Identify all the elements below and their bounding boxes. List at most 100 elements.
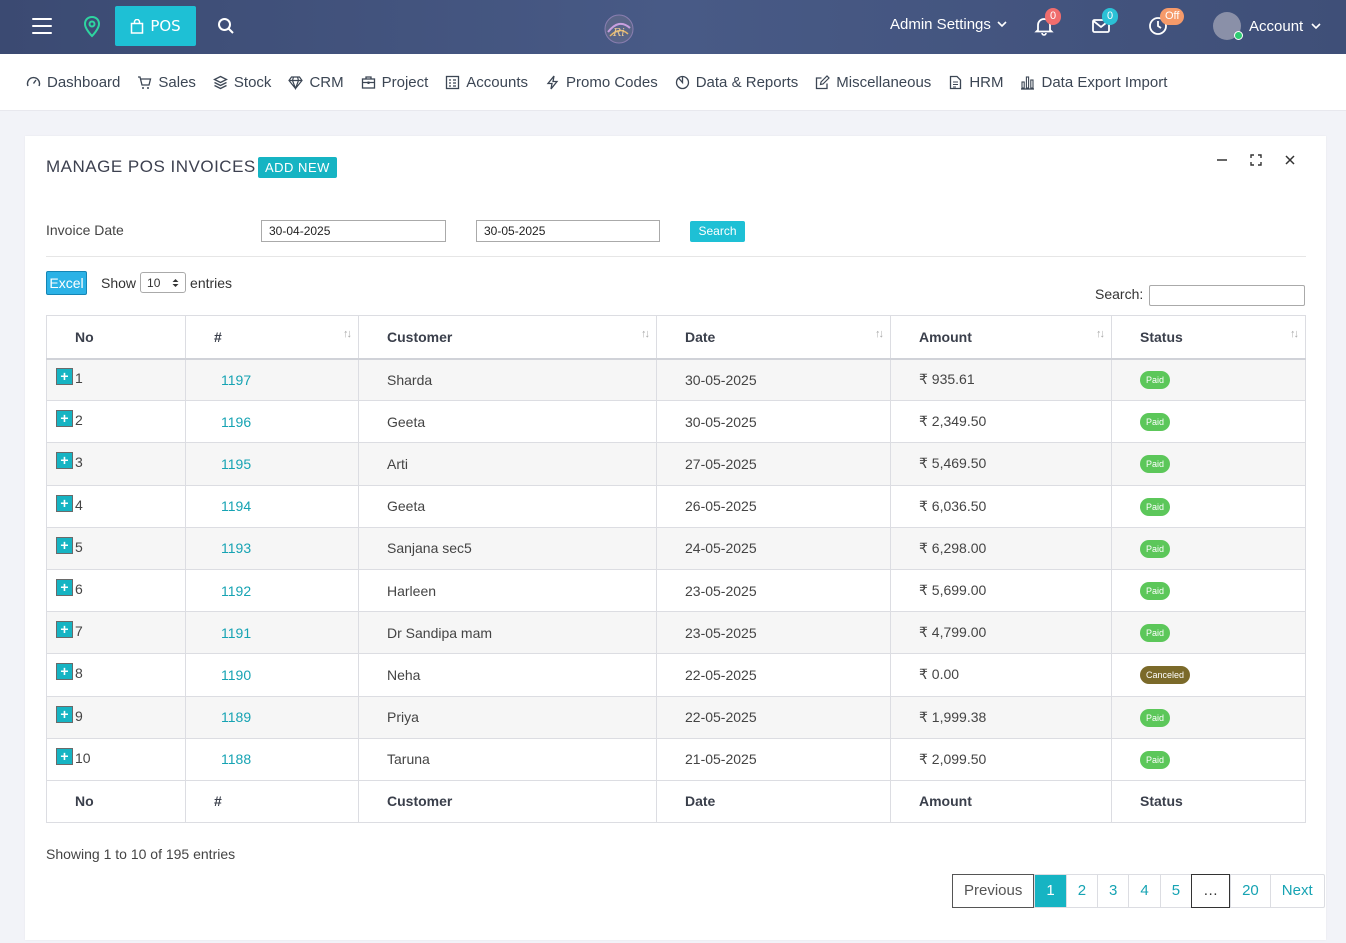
date-from-input[interactable]: 30-04-2025 [261,220,446,242]
invoice-link[interactable]: 1188 [221,751,252,768]
menu-item-accounts[interactable]: Accounts [445,74,528,91]
expand-row-icon[interactable]: + [56,663,73,681]
invoice-cell: 1191 [185,611,359,655]
entries-select[interactable]: 10 [140,272,187,293]
admin-settings-menu[interactable]: Admin Settings [890,16,1007,33]
amount-cell: ₹ 2,099.50 [890,737,1112,781]
document-icon [950,75,962,89]
sort-icon: ↑↓ [1096,328,1105,340]
page-button-4[interactable]: 4 [1128,875,1159,907]
customer-cell: Priya [358,695,657,739]
menu-item-dashboard[interactable]: Dashboard [26,74,120,91]
expand-row-icon[interactable]: + [56,621,73,639]
menu-item-data-reports[interactable]: Data & Reports [675,73,799,91]
column-header-label: Customer [387,328,453,345]
amount-cell: ₹ 6,298.00 [890,526,1112,570]
table-row: +3 1195 Arti 27-05-2025 ₹ 5,469.50 Paid [46,442,1306,486]
clock-icon[interactable] [1148,16,1168,36]
date-cell: 23-05-2025 [656,568,891,613]
menu-item-hrm[interactable]: HRM [948,74,1003,91]
fullscreen-icon[interactable] [1250,153,1262,167]
table-body: +1 1197 Sharda 30-05-2025 ₹ 935.61 Paid … [46,357,1306,781]
invoice-link[interactable]: 1195 [221,455,252,472]
status-badge: Paid [1140,582,1171,601]
date-search-button[interactable]: Search [690,221,745,242]
excel-export-button[interactable]: Excel [46,271,87,295]
column-header-amount[interactable]: Amount ↑↓ [890,315,1112,360]
expand-row-icon[interactable]: + [56,705,73,723]
menu-item-data-export-import[interactable]: Data Export Import [1020,74,1167,91]
invoice-link[interactable]: 1189 [221,709,252,726]
menu-item-promo-codes[interactable]: Promo Codes [545,74,658,91]
bolt-icon [546,75,559,89]
menu-item-crm[interactable]: CRM [288,74,344,91]
row-number: 7 [75,623,83,640]
column-header-customer[interactable]: Customer ↑↓ [358,315,657,360]
page-button-2[interactable]: 2 [1065,875,1097,907]
next-page-button[interactable]: Next [1269,875,1324,907]
invoice-link[interactable]: 1193 [221,540,252,557]
invoice-link[interactable]: 1194 [221,498,252,515]
row-number: 6 [75,581,83,598]
invoice-link[interactable]: 1196 [221,413,252,430]
expand-row-icon[interactable]: + [56,579,73,597]
expand-row-icon[interactable]: + [56,494,73,512]
menu-item-stock[interactable]: Stock [212,74,271,91]
admin-settings-label: Admin Settings [890,16,991,33]
expand-row-icon[interactable]: + [56,536,73,554]
show-entries-control: Show 10 entries [101,272,232,293]
row-number-cell: +10 [46,737,186,781]
add-new-button[interactable]: ADD NEW [258,157,337,178]
cart-icon [138,75,152,89]
status-badge: Paid [1140,708,1171,727]
date-cell: 22-05-2025 [656,653,891,697]
expand-row-icon[interactable]: + [56,452,73,470]
invoice-link[interactable]: 1190 [221,666,252,683]
minimize-icon[interactable] [1216,153,1228,167]
table-search-input[interactable] [1149,285,1305,306]
pos-button[interactable]: POS [115,6,196,46]
previous-page-button[interactable]: Previous [952,874,1035,908]
table-search-label: Search: [1095,286,1144,302]
page-button-3[interactable]: 3 [1097,875,1128,907]
show-label: Show [101,274,137,291]
close-icon[interactable] [1284,153,1296,167]
page-button-1[interactable]: 1 [1034,875,1066,907]
menu-item-miscellaneous[interactable]: Miscellaneous [815,74,931,91]
page-button-last[interactable]: 20 [1230,875,1270,907]
hamburger-icon[interactable] [32,18,52,34]
account-menu[interactable]: Account [1213,12,1321,40]
menu-item-sales[interactable]: Sales [137,74,196,91]
footer-header-customer: Customer [358,779,657,823]
invoice-link[interactable]: 1197 [221,371,252,388]
column-header-no[interactable]: No [46,315,186,360]
invoice-link[interactable]: 1191 [221,624,252,641]
entries-label: entries [190,274,233,291]
menu-label: Data & Reports [695,73,799,91]
status-badge: Paid [1140,413,1171,432]
status-cell: Paid [1111,526,1306,570]
amount-cell: ₹ 935.61 [890,357,1112,402]
search-icon[interactable] [217,17,235,35]
table-row: +1 1197 Sharda 30-05-2025 ₹ 935.61 Paid [46,357,1306,402]
invoice-link[interactable]: 1192 [221,582,252,599]
status-cell: Paid [1111,611,1306,655]
location-icon[interactable] [83,16,101,38]
menu-item-project[interactable]: Project [361,74,428,91]
amount-cell: ₹ 0.00 [890,653,1112,697]
column-header-invoice[interactable]: # ↑↓ [185,315,359,360]
invoice-cell: 1190 [185,653,359,697]
invoices-card: MANAGE POS INVOICES ADD NEW Invoice Date… [25,136,1326,940]
page-button-5[interactable]: 5 [1159,875,1191,907]
column-header-status[interactable]: Status ↑↓ [1111,315,1306,360]
expand-row-icon[interactable]: + [56,410,73,428]
column-header-date[interactable]: Date ↑↓ [656,315,891,360]
row-number: 4 [75,496,83,513]
pos-label: POS [150,17,181,35]
date-cell: 24-05-2025 [656,526,891,570]
date-to-input[interactable]: 30-05-2025 [476,220,660,242]
expand-row-icon[interactable]: + [56,368,73,386]
date-cell: 30-05-2025 [656,400,891,444]
menu-label: Dashboard [47,73,121,91]
expand-row-icon[interactable]: + [56,747,73,765]
